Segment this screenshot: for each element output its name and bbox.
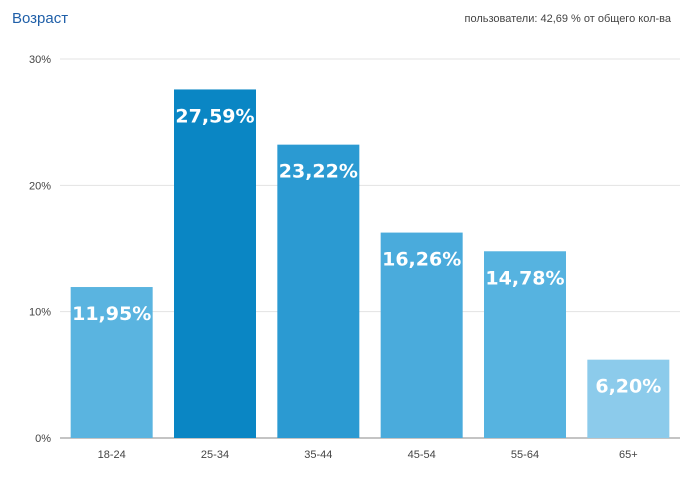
bar[interactable]: [587, 359, 670, 438]
x-tick-label: 35-44: [304, 449, 332, 461]
y-tick-label: 10%: [29, 307, 51, 319]
y-tick-label: 20%: [29, 180, 51, 192]
x-tick-label: 65+: [619, 449, 638, 461]
y-tick-label: 0%: [35, 433, 51, 445]
y-tick-label: 30%: [29, 54, 51, 66]
chart-subtitle: пользователи: 42,69 % от общего кол-ва: [464, 13, 672, 25]
data-label: 6,20%: [595, 376, 661, 398]
data-label: 11,95%: [72, 303, 151, 325]
bar[interactable]: [484, 251, 566, 438]
chart-title: Возраст: [12, 10, 69, 27]
x-tick-label: 55-64: [511, 449, 539, 461]
data-label: 16,26%: [382, 249, 461, 271]
x-tick-label: 18-24: [98, 449, 126, 461]
data-label: 14,78%: [485, 267, 564, 289]
bar[interactable]: [70, 287, 153, 438]
bar[interactable]: [174, 89, 256, 438]
x-tick-label: 45-54: [408, 449, 436, 461]
x-tick-label: 25-34: [201, 449, 229, 461]
data-label: 23,22%: [279, 161, 358, 183]
data-label: 27,59%: [175, 105, 254, 127]
bar[interactable]: [380, 232, 463, 438]
bar[interactable]: [277, 144, 360, 439]
